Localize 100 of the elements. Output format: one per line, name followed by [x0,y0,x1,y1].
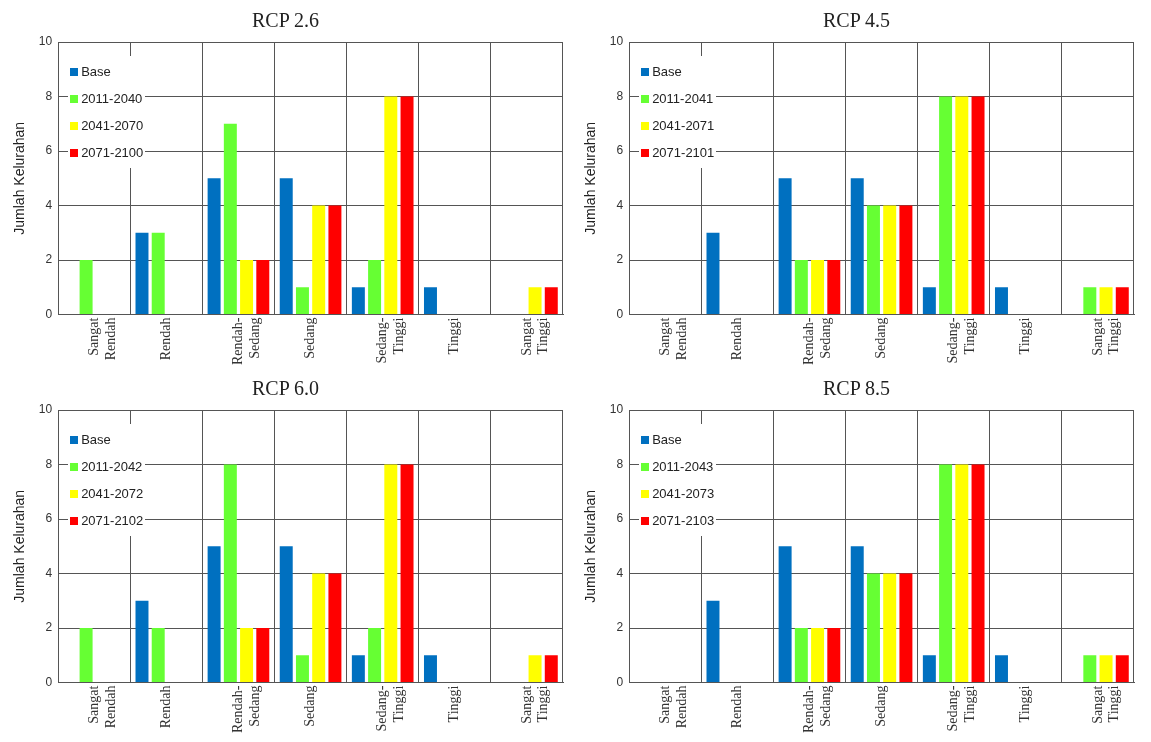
legend-label: 2071-2103 [652,513,715,528]
bar [351,655,365,683]
bar [384,464,398,683]
x-tick-label: Rendah-Sedang [801,685,833,734]
bar [971,96,985,315]
x-tick-label: Sangat Rendah [656,317,689,361]
x-tick-label: Sedang-Tinggi [374,317,407,364]
bar [256,628,270,683]
x-tick-label: Tinggi [446,317,462,355]
legend-label: 2011-2043 [652,459,714,474]
y-tick-label: 0 [616,674,624,689]
bar [279,178,293,315]
y-tick-label: 6 [616,143,624,158]
legend-label: Base [81,64,111,79]
y-tick-label: 4 [616,197,624,212]
y-tick-label: 0 [45,306,53,321]
bar [207,546,221,683]
bar [827,260,841,315]
bar [328,205,342,315]
x-tick-label: Sedang-Tinggi [945,317,978,364]
legend-label: 2011-2042 [81,459,143,474]
y-tick-label: 6 [45,143,53,158]
bar [328,573,342,683]
bar [384,96,398,315]
bar [79,260,93,315]
x-tick-label: Sedang [302,685,318,727]
bar [151,628,165,683]
bar [528,287,542,315]
bar [778,178,792,315]
bar [899,573,913,683]
x-tick-label: Sedang-Tinggi [945,685,978,732]
x-tick-label: Sedang-Tinggi [374,685,407,732]
bar [368,260,382,315]
y-tick-label: 8 [616,88,624,103]
bar [955,464,969,683]
bar [79,628,93,683]
x-tick-label: Tinggi [446,685,462,723]
x-tick-label: Sangat Tinggi [1089,317,1122,356]
bar [1099,655,1113,683]
bar [939,464,953,683]
y-tick-label: 4 [616,565,624,580]
bar [400,96,414,315]
y-tick-label: 4 [45,565,53,580]
y-axis-title: Jumlah Kelurahan [11,489,28,603]
y-tick-label: 6 [45,511,53,526]
bar [827,628,841,683]
x-tick-label: Rendah-Sedang [230,685,262,734]
bar [811,628,825,683]
bar [811,260,825,315]
y-tick-label: 8 [45,88,53,103]
bar [400,464,414,683]
legend-label: Base [652,432,682,447]
bar [256,260,270,315]
bar [922,655,936,683]
y-axis-title: Jumlah Kelurahan [582,489,599,603]
x-tick-label: Sangat Tinggi [1089,685,1122,724]
bar [295,287,309,315]
bar [922,287,936,315]
bar [1115,287,1129,315]
y-tick-label: 2 [45,620,53,635]
bar [866,573,880,683]
x-tick-label: Sedang [873,317,889,359]
chart-title: RCP 2.6 [251,9,320,32]
x-tick-label: Sangat Rendah [85,685,118,729]
y-tick-label: 2 [45,252,53,267]
bar [994,655,1008,683]
y-axis-title: Jumlah Kelurahan [11,121,28,235]
y-tick-label: 8 [45,456,53,471]
x-tick-label: Rendah [729,685,744,729]
x-tick-label: Tinggi [1017,685,1033,723]
bar [1083,655,1097,683]
bar [135,232,149,315]
y-tick-label: 0 [616,306,624,321]
bar [994,287,1008,315]
bar [423,287,437,315]
bar [955,96,969,315]
x-tick-label: Tinggi [1017,317,1033,355]
bar [866,205,880,315]
bar [279,546,293,683]
legend-label: 2011-2040 [81,91,143,106]
bar [794,260,808,315]
legend-label: 2041-2070 [81,118,144,133]
bar [706,232,720,315]
bar [850,178,864,315]
bar [1099,287,1113,315]
chart-title: RCP 6.0 [251,377,320,400]
y-tick-label: 10 [609,402,624,417]
bar [794,628,808,683]
chart-title: RCP 8.5 [822,377,891,400]
bar [351,287,365,315]
x-tick-label: Rendah-Sedang [801,317,833,366]
bar [971,464,985,683]
bar [850,546,864,683]
y-tick-label: 0 [45,674,53,689]
bar [240,260,254,315]
bar [135,600,149,683]
x-tick-label: Sedang [873,685,889,727]
x-tick-label: Rendah [729,317,744,361]
legend-label: Base [652,64,682,79]
bar [883,573,897,683]
